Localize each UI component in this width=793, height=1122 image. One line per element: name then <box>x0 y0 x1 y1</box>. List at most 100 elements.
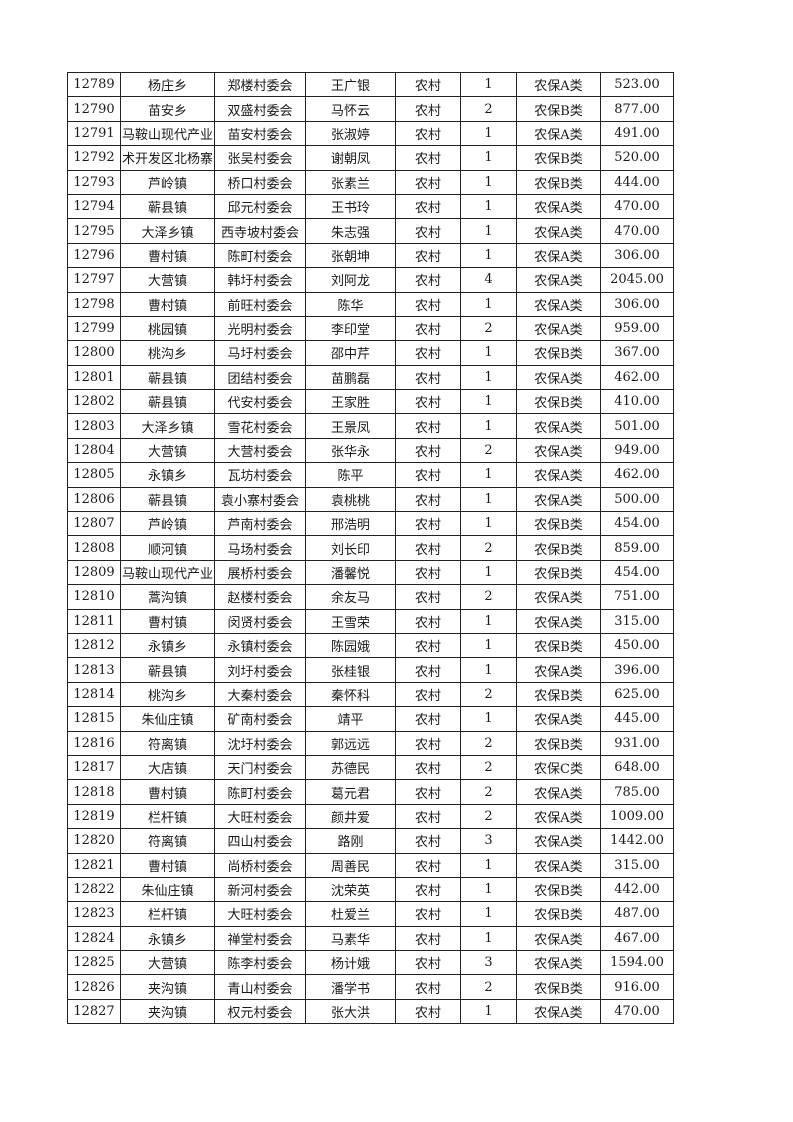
village-committee-cell: 大秦村委会 <box>214 681 306 708</box>
town-cell: 蕲县镇 <box>120 486 215 513</box>
insurance-category-cell: 农保B类 <box>516 730 601 756</box>
count-cell: 1 <box>460 657 517 683</box>
insurance-category-cell: 农保A类 <box>516 71 601 98</box>
town-cell: 杨庄乡 <box>120 71 215 98</box>
town-cell: 大店镇 <box>120 754 215 781</box>
record-id-cell: 12796 <box>67 242 121 269</box>
table-row: 12816 符离镇 沈圩村委会 郭远远 农村 2 农保B类 931.00 <box>67 730 674 756</box>
amount-cell: 487.00 <box>600 901 674 927</box>
insurance-category-cell: 农保A类 <box>516 413 601 439</box>
count-cell: 1 <box>460 193 517 220</box>
village-committee-cell: 韩圩村委会 <box>214 267 306 293</box>
table-row: 12825 大营镇 陈李村委会 杨计娥 农村 3 农保A类 1594.00 <box>67 950 674 976</box>
amount-cell: 462.00 <box>600 462 674 488</box>
amount-cell: 470.00 <box>600 193 674 220</box>
record-id-cell: 12793 <box>67 169 121 195</box>
count-cell: 1 <box>460 340 517 366</box>
amount-cell: 949.00 <box>600 437 674 464</box>
name-cell: 陈平 <box>305 462 396 488</box>
insurance-category-cell: 农保A类 <box>516 242 601 269</box>
village-committee-cell: 赵楼村委会 <box>214 584 306 610</box>
record-id-cell: 12801 <box>67 364 121 391</box>
record-id-cell: 12794 <box>67 193 121 220</box>
record-id-cell: 12797 <box>67 267 121 293</box>
name-cell: 沈荣英 <box>305 876 396 903</box>
table-row: 12807 芦岭镇 芦南村委会 邢浩明 农村 1 农保B类 454.00 <box>67 511 674 537</box>
area-type-cell: 农村 <box>395 511 461 537</box>
name-cell: 朱志强 <box>305 218 396 244</box>
area-type-cell: 农村 <box>395 828 461 854</box>
insurance-category-cell: 农保A类 <box>516 828 601 854</box>
count-cell: 1 <box>460 413 517 439</box>
village-committee-cell: 禅堂村委会 <box>214 925 306 952</box>
village-committee-cell: 陈町村委会 <box>214 242 306 269</box>
town-cell: 曹村镇 <box>120 779 215 805</box>
village-committee-cell: 袁小寨村委会 <box>214 486 306 513</box>
insurance-category-cell: 农保A类 <box>516 852 601 878</box>
insurance-category-cell: 农保B类 <box>516 876 601 903</box>
count-cell: 2 <box>460 535 517 561</box>
insurance-category-cell: 农保A类 <box>516 291 601 317</box>
insurance-category-cell: 农保B类 <box>516 389 601 415</box>
village-committee-cell: 矿南村委会 <box>214 706 306 732</box>
amount-cell: 1594.00 <box>600 950 674 976</box>
table-row: 12800 桃沟乡 马圩村委会 邵中芹 农村 1 农保B类 367.00 <box>67 340 674 366</box>
amount-cell: 315.00 <box>600 608 674 634</box>
count-cell: 1 <box>460 218 517 244</box>
insurance-category-cell: 农保A类 <box>516 462 601 488</box>
insurance-category-cell: 农保B类 <box>516 145 601 171</box>
area-type-cell: 农村 <box>395 730 461 756</box>
table-row: 12806 蕲县镇 袁小寨村委会 袁桃桃 农村 1 农保A类 500.00 <box>67 486 674 513</box>
insurance-category-cell: 农保B类 <box>516 535 601 561</box>
town-cell: 曹村镇 <box>120 852 215 878</box>
table-row: 12819 栏杆镇 大旺村委会 颜井爱 农村 2 农保A类 1009.00 <box>67 803 674 830</box>
name-cell: 张淑婷 <box>305 120 396 147</box>
count-cell: 1 <box>460 242 517 269</box>
amount-cell: 625.00 <box>600 681 674 708</box>
table-row: 12793 芦岭镇 桥口村委会 张素兰 农村 1 农保B类 444.00 <box>67 169 674 195</box>
insurance-category-cell: 农保B类 <box>516 559 601 586</box>
name-cell: 张素兰 <box>305 169 396 195</box>
record-id-cell: 12814 <box>67 681 121 708</box>
area-type-cell: 农村 <box>395 413 461 439</box>
record-id-cell: 12798 <box>67 291 121 317</box>
record-id-cell: 12811 <box>67 608 121 634</box>
village-committee-cell: 马场村委会 <box>214 535 306 561</box>
insurance-category-cell: 农保C类 <box>516 754 601 781</box>
record-id-cell: 12790 <box>67 96 121 122</box>
area-type-cell: 农村 <box>395 462 461 488</box>
amount-cell: 1009.00 <box>600 803 674 830</box>
village-committee-cell: 桥口村委会 <box>214 169 306 195</box>
town-cell: 蕲县镇 <box>120 193 215 220</box>
insurance-category-cell: 农保A类 <box>516 193 601 220</box>
amount-cell: 2045.00 <box>600 267 674 293</box>
count-cell: 1 <box>460 71 517 98</box>
name-cell: 邢浩明 <box>305 511 396 537</box>
insurance-category-cell: 农保B类 <box>516 340 601 366</box>
table-row: 12796 曹村镇 陈町村委会 张朝坤 农村 1 农保A类 306.00 <box>67 242 674 269</box>
area-type-cell: 农村 <box>395 925 461 952</box>
insurance-category-cell: 农保B类 <box>516 681 601 708</box>
count-cell: 2 <box>460 315 517 342</box>
amount-cell: 454.00 <box>600 511 674 537</box>
table-row: 12794 蕲县镇 邱元村委会 王书玲 农村 1 农保A类 470.00 <box>67 193 674 220</box>
area-type-cell: 农村 <box>395 950 461 976</box>
amount-cell: 916.00 <box>600 974 674 1000</box>
count-cell: 1 <box>460 632 517 659</box>
table-row: 12789 杨庄乡 郑楼村委会 王广银 农村 1 农保A类 523.00 <box>67 71 674 98</box>
town-cell: 芦岭镇 <box>120 169 215 195</box>
town-cell: 曹村镇 <box>120 242 215 269</box>
village-committee-cell: 陈李村委会 <box>214 950 306 976</box>
name-cell: 邵中芹 <box>305 340 396 366</box>
area-type-cell: 农村 <box>395 486 461 513</box>
area-type-cell: 农村 <box>395 803 461 830</box>
area-type-cell: 农村 <box>395 974 461 1000</box>
table-row: 12823 栏杆镇 大旺村委会 杜爱兰 农村 1 农保B类 487.00 <box>67 901 674 927</box>
insurance-category-cell: 农保A类 <box>516 218 601 244</box>
name-cell: 袁桃桃 <box>305 486 396 513</box>
count-cell: 2 <box>460 96 517 122</box>
count-cell: 1 <box>460 462 517 488</box>
count-cell: 1 <box>460 364 517 391</box>
village-committee-cell: 芦南村委会 <box>214 511 306 537</box>
name-cell: 王景凤 <box>305 413 396 439</box>
